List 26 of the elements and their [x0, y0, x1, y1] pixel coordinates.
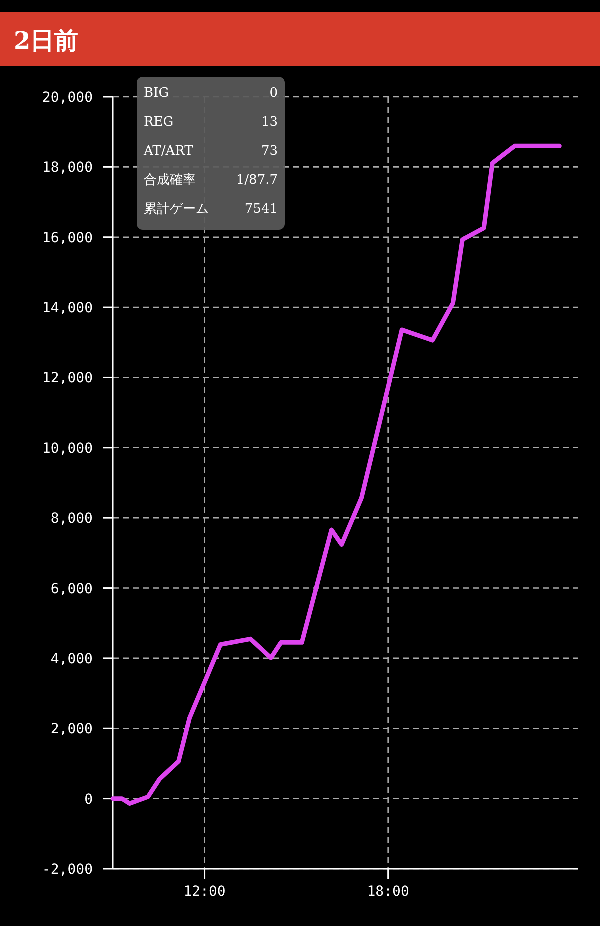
y-tick-label: -2,000 [42, 862, 93, 878]
y-tick-label: 16,000 [42, 230, 93, 246]
annotation: 7541 [244, 202, 278, 217]
y-tick-label: 18,000 [42, 160, 93, 176]
y-tick-label: 6,000 [50, 581, 93, 598]
annotation: AT/ART [143, 144, 194, 159]
x-tick-label: 12:00 [184, 884, 226, 900]
y-tick-label: 4,000 [50, 651, 93, 668]
y-tick-label: 20,000 [42, 90, 93, 106]
y-tick-label: 10,000 [42, 440, 93, 457]
chart-title: 2日前 [14, 26, 79, 55]
annotation: 累計ゲーム [144, 202, 209, 217]
line-series [110, 144, 562, 806]
y-tick-label: 0 [84, 792, 93, 808]
annotation: 0 [270, 86, 278, 101]
annotation: 合成確率 [144, 172, 196, 188]
annotation: 13 [261, 115, 278, 130]
annotation: 73 [261, 144, 278, 159]
annotation: REG [144, 115, 174, 130]
annotation: BIG [144, 86, 170, 101]
y-tick-label: 2,000 [50, 722, 93, 738]
annotation: 1/87.7 [236, 173, 278, 188]
y-tick-label: 8,000 [50, 511, 93, 528]
x-tick-label: 18:00 [367, 884, 410, 900]
y-tick-label: 12,000 [42, 370, 93, 387]
y-tick-label: 14,000 [42, 300, 93, 317]
